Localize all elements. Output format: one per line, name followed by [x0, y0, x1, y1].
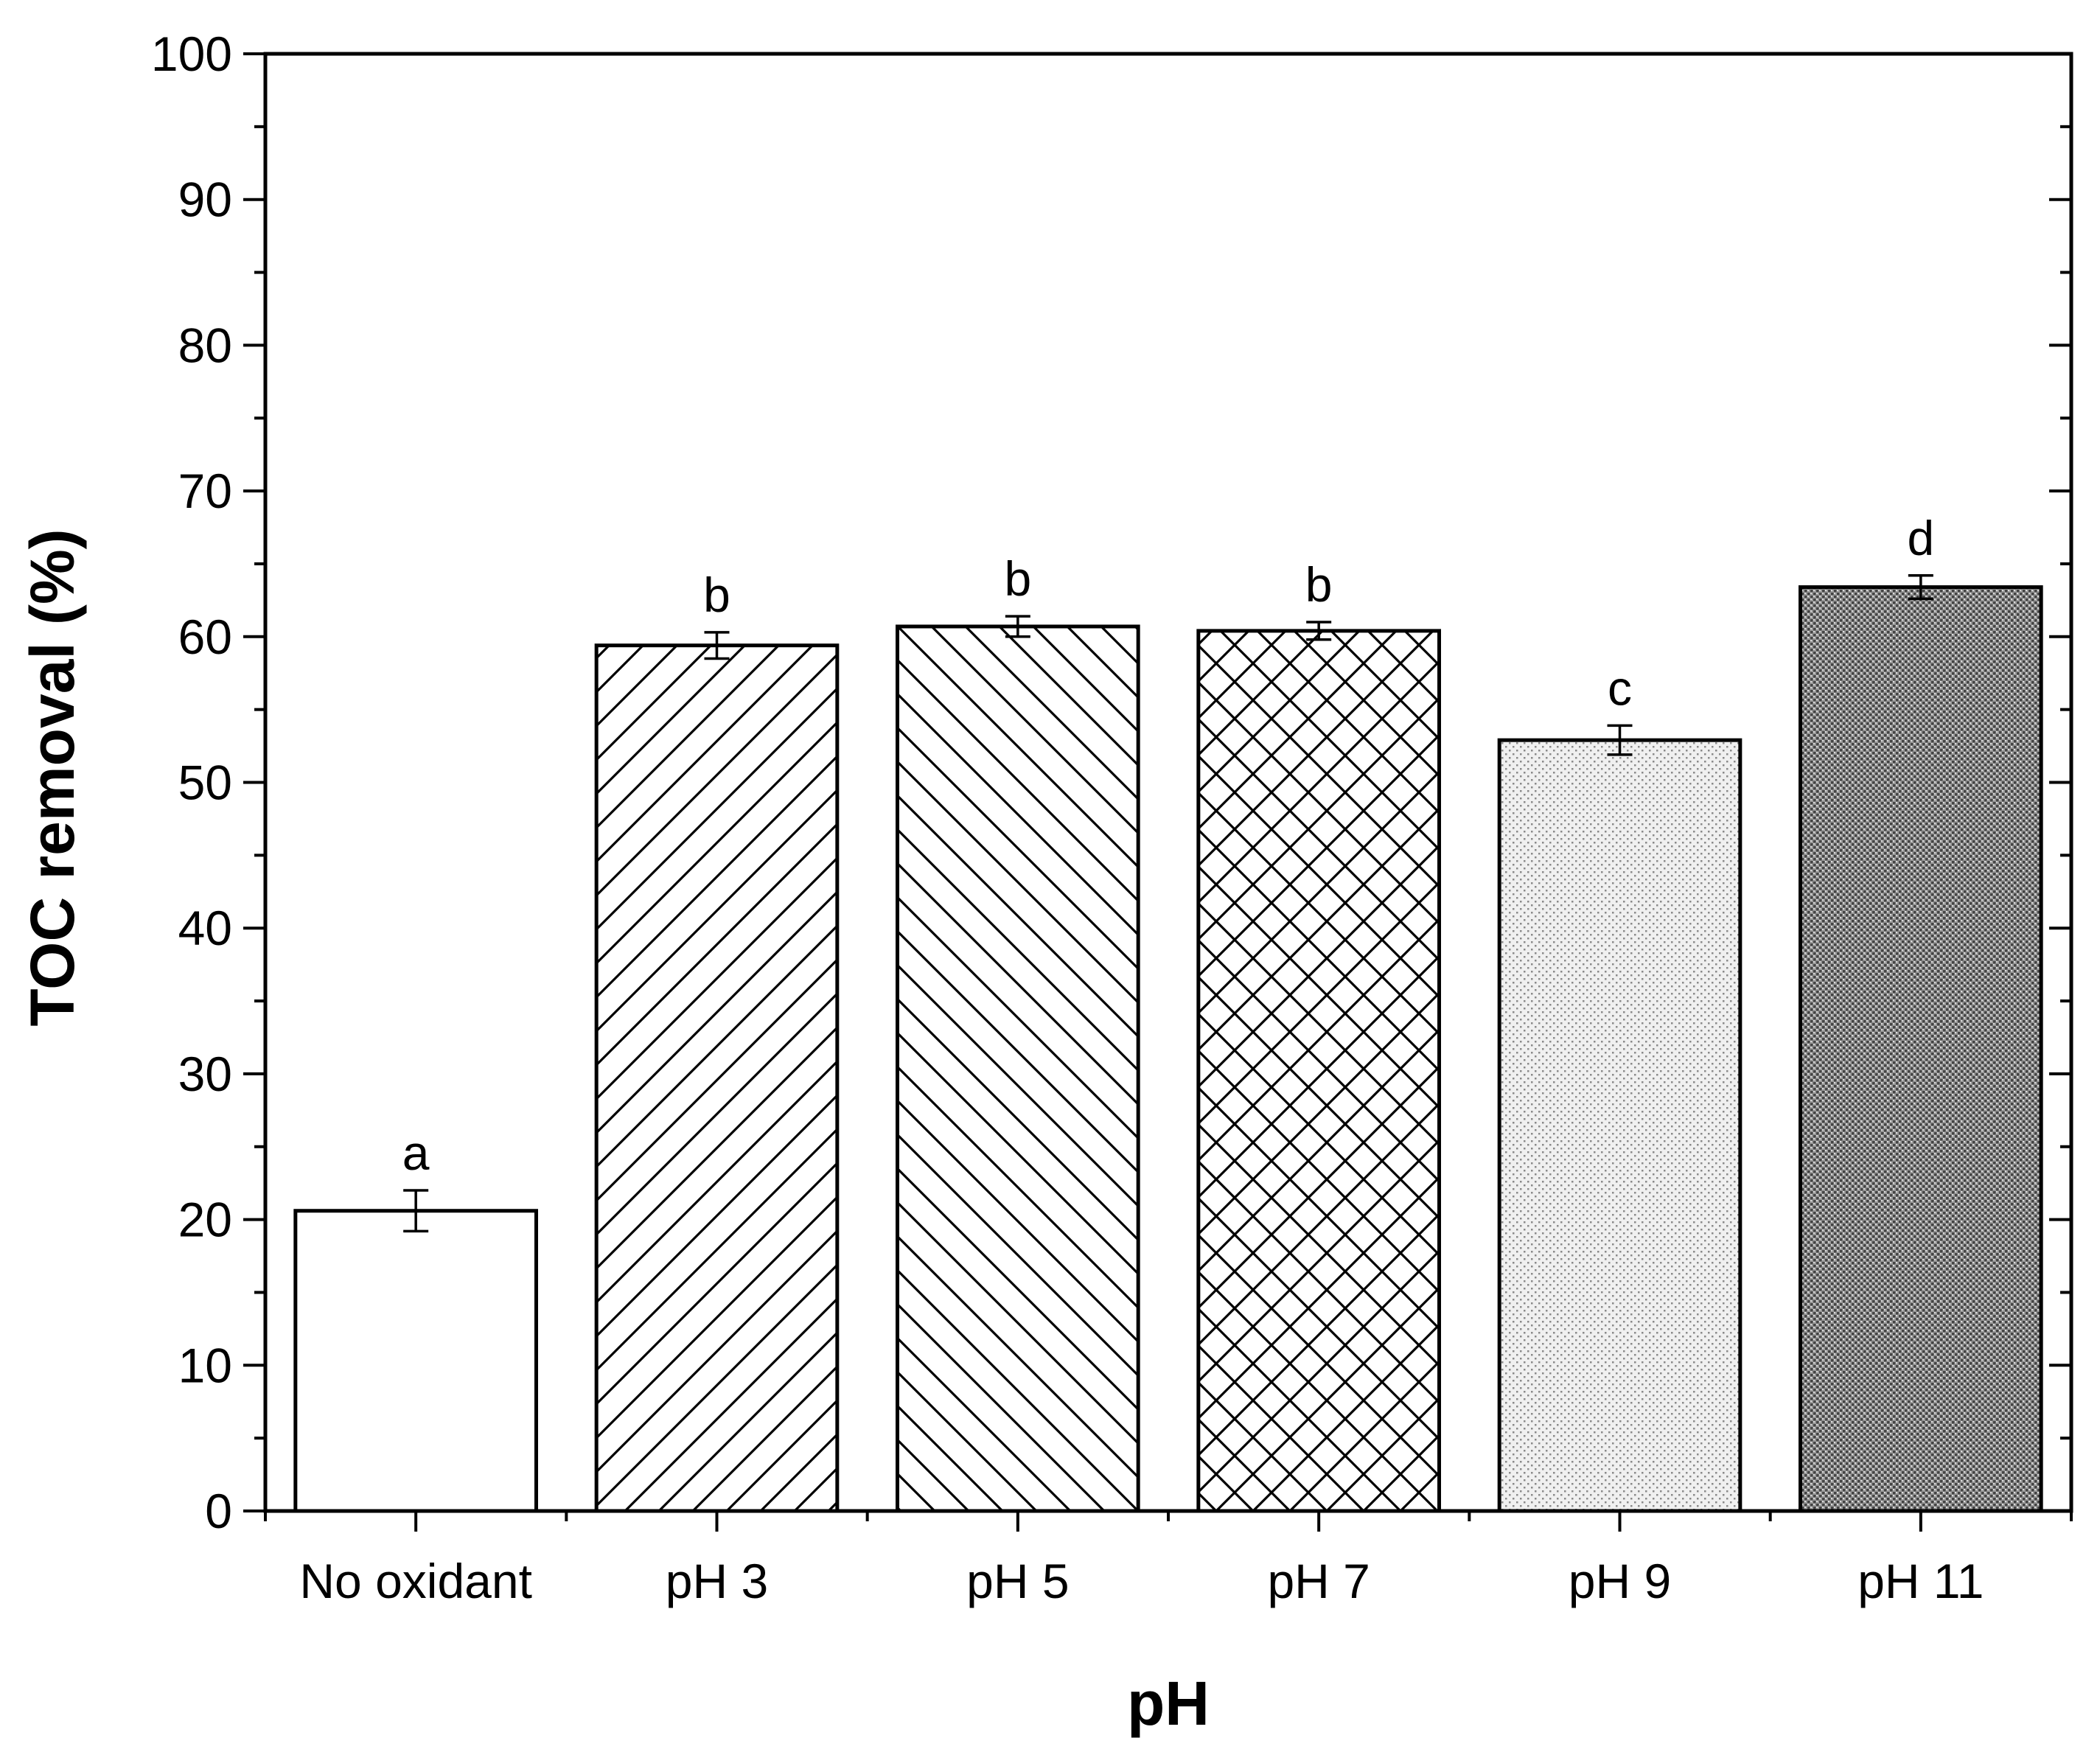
significance-label-0: a — [402, 1125, 430, 1180]
y-tick-label-3: 30 — [178, 1047, 232, 1101]
x-tick-label-3: pH 7 — [1267, 1554, 1370, 1608]
y-tick-label-1: 10 — [178, 1338, 232, 1392]
significance-label-1: b — [703, 568, 730, 622]
x-axis-title: pH — [1127, 1669, 1210, 1738]
x-tick-label-4: pH 9 — [1569, 1554, 1671, 1608]
y-ticks-layer: 0 10 20 30 40 50 60 70 80 90 100 — [151, 27, 2073, 1538]
bar-0 — [293, 1209, 538, 1513]
significance-label-5: d — [1907, 511, 1934, 565]
bar-1 — [594, 643, 840, 1513]
y-tick-label-7: 70 — [178, 464, 232, 518]
labels-layer: a No oxidant b pH 3 b pH 5 b pH 7 c pH 9 d pH 11 — [299, 511, 1984, 1608]
significance-label-4: c — [1608, 660, 1632, 715]
bar-2 — [896, 624, 1140, 1513]
significance-label-3: b — [1305, 557, 1333, 612]
bars-layer — [293, 585, 2043, 1513]
y-tick-label-5: 50 — [178, 755, 232, 810]
y-tick-label-4: 40 — [178, 901, 232, 955]
y-tick-label-0: 0 — [205, 1484, 232, 1538]
bar-3 — [1196, 629, 1442, 1513]
y-tick-label-9: 90 — [178, 172, 232, 227]
y-tick-label-10: 100 — [151, 27, 232, 81]
y-tick-label-6: 60 — [178, 610, 232, 664]
x-tick-label-2: pH 5 — [966, 1554, 1069, 1608]
error-bars-layer — [403, 574, 1933, 1233]
bar-4 — [1497, 738, 1743, 1513]
x-tick-label-0: No oxidant — [299, 1554, 532, 1608]
significance-label-2: b — [1004, 551, 1031, 606]
x-tick-label-5: pH 11 — [1857, 1554, 1984, 1608]
bar-5 — [1799, 585, 2043, 1513]
y-tick-label-2: 20 — [178, 1193, 232, 1247]
x-tick-label-1: pH 3 — [666, 1554, 768, 1608]
y-axis-title: TOC removal (%) — [18, 528, 87, 1026]
y-tick-label-8: 80 — [178, 318, 232, 372]
